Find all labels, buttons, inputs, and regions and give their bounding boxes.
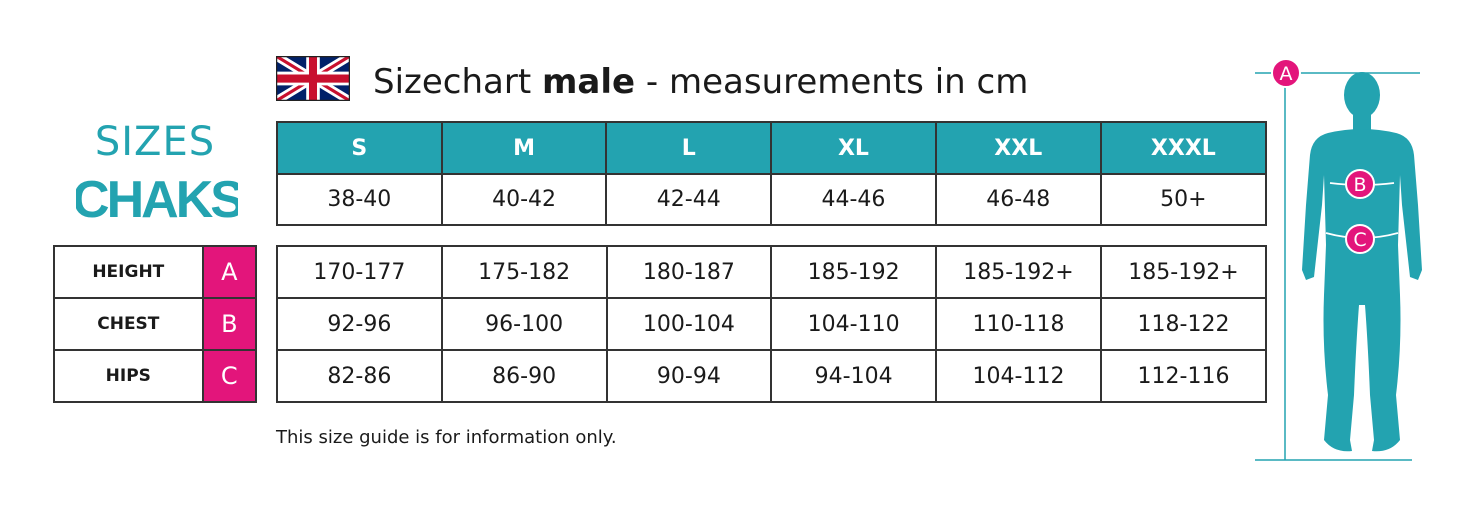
measurement-cell: 170-177 (276, 245, 443, 299)
body-figure-diagram: A B C (1255, 58, 1422, 461)
male-silhouette (1302, 72, 1422, 452)
measurement-cell: 86-90 (440, 349, 608, 403)
size-table: S M L XL XXL XXXL 38-40 40-42 42-44 44-4… (276, 121, 1268, 226)
size-number-cell: 44-46 (770, 173, 937, 226)
label-row: HEIGHT A (53, 245, 258, 299)
measurement-label-table: HEIGHT A CHEST B HIPS C (53, 245, 258, 403)
measurement-key-badge: A (201, 245, 258, 299)
measurement-cell: 100-104 (605, 297, 773, 351)
measurement-cell: 94-104 (770, 349, 937, 403)
svg-text:CHAKS: CHAKS (76, 172, 238, 224)
size-number-cell: 46-48 (934, 173, 1102, 226)
measurement-label: CHEST (53, 297, 204, 351)
size-header: S (276, 121, 443, 175)
measurement-cell: 104-110 (770, 297, 937, 351)
measurement-cell: 90-94 (605, 349, 773, 403)
size-number-cell: 42-44 (605, 173, 773, 226)
measurement-key-badge: C (201, 349, 258, 403)
marker-a-icon: A (1271, 58, 1301, 88)
marker-c-icon: C (1345, 224, 1375, 254)
brand-sizes-label: SIZES (94, 119, 216, 165)
measurement-cell: 82-86 (276, 349, 443, 403)
size-number-cell: 50+ (1099, 173, 1268, 226)
measurement-cell: 180-187 (605, 245, 773, 299)
size-number-cell: 40-42 (440, 173, 608, 226)
label-row: CHEST B (53, 297, 258, 351)
measurement-cell: 185-192+ (935, 245, 1102, 299)
svg-text:B: B (1353, 174, 1366, 196)
size-number-cell: 38-40 (276, 173, 443, 226)
svg-text:C: C (1353, 229, 1366, 251)
disclaimer-text: This size guide is for information only. (276, 427, 617, 448)
measurement-cell: 112-116 (1099, 349, 1268, 403)
measurement-cell: 104-112 (935, 349, 1102, 403)
measurement-cell: 92-96 (276, 297, 443, 351)
chaks-logo: CHAKS (76, 172, 238, 224)
size-header-row: S M L XL XXL XXXL (276, 121, 1268, 175)
measurement-label: HEIGHT (53, 245, 204, 299)
marker-b-icon: B (1345, 169, 1375, 199)
measurement-table: 170-177 175-182 180-187 185-192 185-192+… (276, 245, 1268, 403)
size-header: XL (770, 121, 937, 175)
size-header: M (440, 121, 608, 175)
measurement-cell: 110-118 (935, 297, 1102, 351)
page-title: Sizechart male - measurements in cm (373, 62, 1029, 102)
svg-text:A: A (1280, 63, 1293, 85)
measurement-cell: 175-182 (440, 245, 608, 299)
measurement-cell: 185-192 (770, 245, 937, 299)
measurement-row-height: 170-177 175-182 180-187 185-192 185-192+… (276, 245, 1268, 299)
size-header: XXXL (1099, 121, 1268, 175)
measurement-row-hips: 82-86 86-90 90-94 94-104 104-112 112-116 (276, 349, 1268, 403)
measurement-cell: 185-192+ (1099, 245, 1268, 299)
uk-flag-icon (276, 56, 350, 101)
size-header: XXL (934, 121, 1102, 175)
label-row: HIPS C (53, 349, 258, 403)
measurement-cell: 118-122 (1099, 297, 1268, 351)
measurement-cell: 96-100 (440, 297, 608, 351)
measurement-key-badge: B (201, 297, 258, 351)
measurement-row-chest: 92-96 96-100 100-104 104-110 110-118 118… (276, 297, 1268, 351)
size-number-row: 38-40 40-42 42-44 44-46 46-48 50+ (276, 173, 1268, 226)
size-header: L (605, 121, 773, 175)
measurement-label: HIPS (53, 349, 204, 403)
